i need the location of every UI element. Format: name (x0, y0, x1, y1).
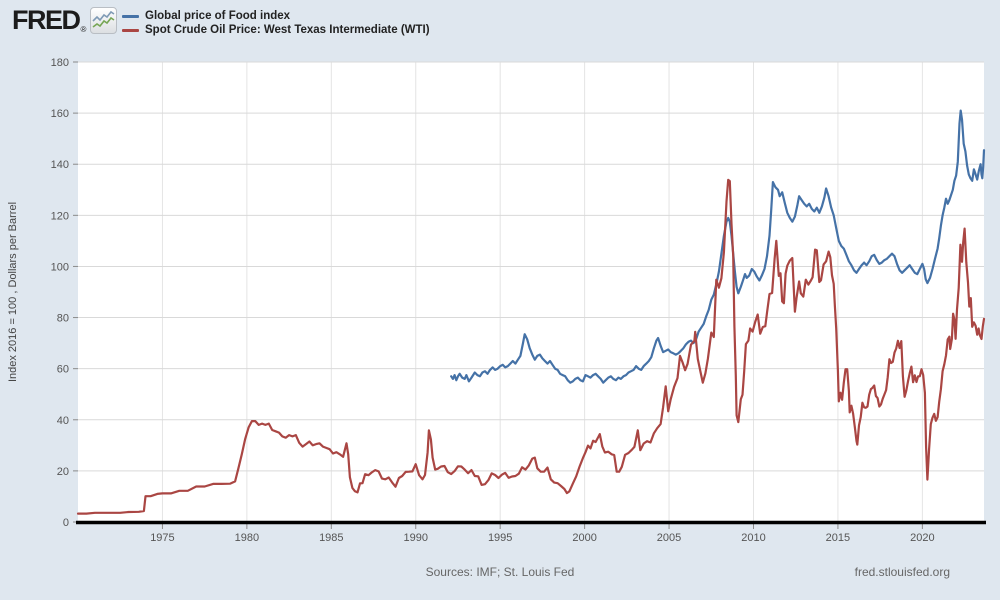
wti-series-dash-icon (122, 28, 139, 32)
sources-note: Sources: IMF; St. Louis Fed (425, 565, 575, 579)
chart-legend: Global price of Food index Spot Crude Oi… (122, 9, 430, 37)
legend-item-wti[interactable]: Spot Crude Oil Price: West Texas Interme… (122, 23, 430, 37)
x-tick-label-2000: 2000 (572, 532, 596, 544)
legend-label-food: Global price of Food index (145, 10, 291, 22)
y-tick-label-180: 180 (51, 57, 69, 69)
plot-area (78, 62, 984, 522)
x-tick-label-1975: 1975 (150, 532, 174, 544)
x-tick-label-2020: 2020 (910, 532, 934, 544)
food-series-dash-icon (122, 14, 139, 18)
fred-sparkline-icon (90, 7, 118, 34)
y-tick-label-160: 160 (51, 108, 69, 120)
y-tick-label-140: 140 (51, 159, 69, 171)
y-tick-label-120: 120 (51, 210, 69, 222)
x-tick-label-2005: 2005 (657, 532, 681, 544)
x-tick-label-1990: 1990 (404, 532, 428, 544)
y-tick-label-60: 60 (57, 364, 69, 376)
y-tick-label-0: 0 (63, 517, 69, 529)
fred-logo: FRED ® (12, 5, 118, 35)
fred-logo-text: FRED (12, 5, 81, 35)
fred-site-link[interactable]: fred.stlouisfed.org (854, 565, 950, 579)
y-tick-label-40: 40 (57, 415, 69, 427)
x-tick-label-1995: 1995 (488, 532, 512, 544)
y-tick-label-100: 100 (51, 261, 69, 273)
y-tick-label-80: 80 (57, 313, 69, 325)
x-tick-label-2010: 2010 (741, 532, 765, 544)
registered-trademark-icon: ® (80, 25, 87, 34)
y-axis-title: Index 2016 = 100 , Dollars per Barrel (7, 201, 19, 383)
legend-item-food[interactable]: Global price of Food index (122, 9, 430, 23)
x-tick-label-1985: 1985 (319, 532, 343, 544)
legend-label-wti: Spot Crude Oil Price: West Texas Interme… (145, 24, 430, 36)
y-tick-label-20: 20 (57, 466, 69, 478)
x-tick-label-2015: 2015 (826, 532, 850, 544)
wti-price-line (76, 178, 986, 515)
x-tick-label-1980: 1980 (235, 532, 259, 544)
